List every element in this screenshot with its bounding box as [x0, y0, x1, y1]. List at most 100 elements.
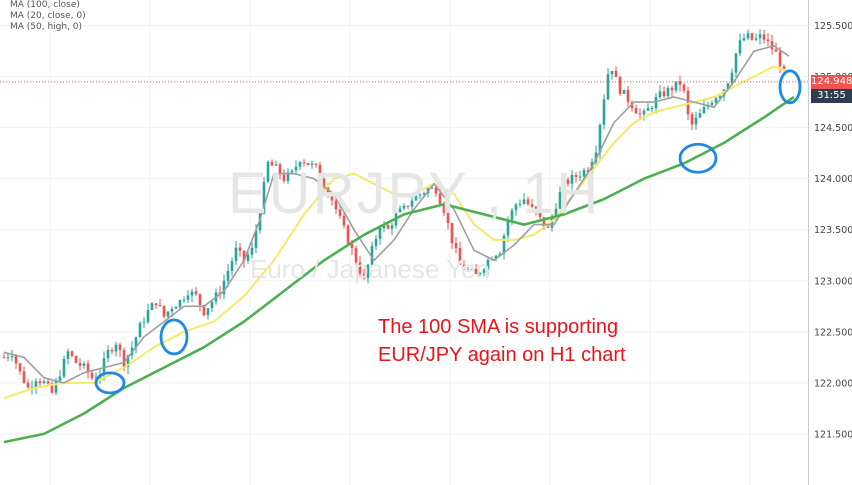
candle-body	[178, 300, 182, 308]
candle-body	[530, 204, 534, 207]
y-tick-label: 121.500	[814, 429, 852, 440]
candle-body	[458, 248, 462, 265]
support-circle	[159, 318, 189, 356]
candle-body	[146, 309, 150, 323]
candle-body	[310, 163, 314, 165]
candle-body	[622, 89, 626, 94]
candle-body	[634, 108, 638, 114]
candle-body	[430, 187, 434, 189]
candle-body	[486, 260, 490, 270]
candle-body	[562, 179, 566, 193]
candle-body	[518, 203, 522, 205]
candle-body	[466, 269, 470, 271]
candle-body	[762, 34, 766, 40]
candle-body	[62, 358, 66, 377]
candle-body	[690, 114, 694, 125]
candle-body	[138, 323, 142, 338]
candle-body	[438, 193, 442, 204]
candle-body	[550, 217, 554, 228]
candle-body	[526, 199, 530, 205]
candle-body	[30, 387, 34, 389]
y-tick-label: 125.500	[814, 21, 852, 32]
candle-body	[446, 213, 450, 224]
candle-body	[266, 161, 270, 182]
candle-body	[162, 305, 166, 317]
candle-body	[314, 163, 318, 165]
candle-body	[190, 291, 194, 296]
candle-body	[574, 174, 578, 177]
legend-ma50[interactable]: MA (50, high, 0)	[10, 22, 83, 32]
candle-body	[18, 363, 22, 372]
candle-body	[26, 382, 30, 388]
candle-body	[678, 81, 682, 85]
candle-body	[358, 262, 362, 274]
candle-body	[538, 212, 542, 218]
candle-body	[558, 192, 562, 209]
candle-body	[554, 208, 558, 218]
candle-body	[150, 303, 154, 310]
candle-body	[74, 355, 78, 363]
candle-body	[390, 225, 394, 229]
candle-body	[682, 84, 686, 91]
candle-body	[402, 205, 406, 209]
ma20-line	[3, 45, 790, 384]
candle-body	[198, 294, 202, 306]
candle-body	[454, 243, 458, 249]
candle-body	[566, 179, 570, 184]
candle-body	[638, 113, 642, 115]
candle-body	[326, 187, 330, 196]
candle-body	[114, 344, 118, 352]
candle-body	[154, 303, 158, 306]
candle-body	[422, 193, 426, 195]
candle-body	[210, 301, 214, 309]
candle-body	[686, 90, 690, 115]
candle-body	[374, 238, 378, 246]
candle-body	[510, 210, 514, 220]
candle-body	[122, 350, 126, 368]
candle-body	[34, 381, 38, 388]
candle-body	[414, 195, 418, 201]
candle-body	[306, 163, 310, 165]
candle-body	[102, 358, 106, 375]
candle-body	[302, 162, 306, 164]
legend-ma20[interactable]: MA (20, close, 0)	[10, 11, 86, 21]
candle-body	[202, 305, 206, 316]
candle-body	[110, 349, 114, 352]
candle-body	[206, 308, 210, 316]
candle-body	[514, 204, 518, 211]
candle-body	[334, 200, 338, 210]
candle-body	[730, 72, 734, 84]
candle-body	[14, 356, 18, 364]
support-circle	[778, 69, 802, 105]
candle-body	[646, 108, 650, 111]
candle-body	[142, 322, 146, 324]
candle-body	[330, 195, 334, 201]
candle-body	[578, 176, 582, 178]
indicator-legend: MA (100, close) MA (20, close, 0) MA (50…	[10, 0, 86, 33]
candle-body	[450, 223, 454, 244]
candle-body	[694, 117, 698, 125]
legend-ma100[interactable]: MA (100, close)	[10, 0, 80, 10]
candle-body	[782, 66, 786, 71]
candle-body	[710, 102, 714, 105]
candle-body	[442, 203, 446, 214]
support-circle	[678, 142, 718, 174]
candle-body	[662, 91, 666, 97]
candle-body	[10, 356, 14, 358]
candle-body	[346, 225, 350, 244]
candle-body	[546, 226, 550, 228]
candle-body	[482, 269, 486, 273]
candle-body	[250, 247, 254, 255]
candle-body	[118, 344, 122, 351]
candle-body	[182, 299, 186, 301]
candle-body	[746, 33, 750, 39]
candle-body	[282, 174, 286, 182]
candle-body	[714, 98, 718, 103]
candle-body	[2, 357, 6, 359]
candle-body	[126, 355, 130, 368]
candle-body	[274, 164, 278, 166]
candle-body	[474, 269, 478, 275]
candle-body	[406, 205, 410, 207]
candle-body	[54, 380, 58, 393]
